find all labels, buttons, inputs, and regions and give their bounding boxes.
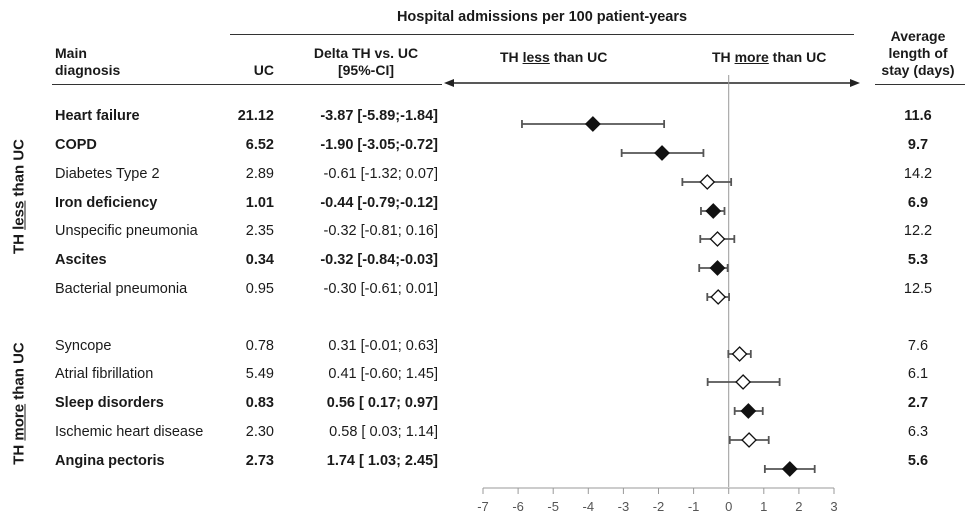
row-uc: 0.34 bbox=[245, 252, 274, 268]
row-diagnosis: Ischemic heart disease bbox=[55, 424, 204, 440]
x-tick-label: -2 bbox=[653, 499, 665, 514]
row-uc: 6.52 bbox=[245, 137, 274, 153]
estimate-marker bbox=[740, 403, 757, 419]
x-tick-label: 1 bbox=[760, 499, 767, 514]
col-delta-line2: [95%-CI] bbox=[337, 62, 394, 78]
row-delta: 0.56 [ 0.17; 0.97] bbox=[326, 395, 438, 411]
estimate-marker bbox=[705, 203, 722, 219]
estimate-marker bbox=[781, 461, 798, 477]
row-delta: 0.41 [-0.60; 1.45] bbox=[328, 366, 438, 382]
x-tick-label: -5 bbox=[547, 499, 559, 514]
row-stay: 14.2 bbox=[903, 166, 933, 182]
row-delta: -0.32 [-0.84;-0.03] bbox=[320, 252, 438, 268]
x-tick-label: -3 bbox=[618, 499, 630, 514]
row-stay: 7.6 bbox=[907, 338, 929, 354]
row-uc: 2.30 bbox=[245, 424, 274, 440]
row-diagnosis: Unspecific pneumonia bbox=[55, 223, 198, 239]
row-stay: 2.7 bbox=[907, 395, 929, 411]
row-diagnosis: Heart failure bbox=[55, 108, 140, 124]
col-delta-line1: Delta TH vs. UC bbox=[313, 45, 419, 61]
estimate-marker bbox=[731, 346, 748, 362]
arrow-head-right bbox=[850, 79, 860, 87]
row-uc: 5.49 bbox=[245, 366, 274, 382]
row-diagnosis: Bacterial pneumonia bbox=[55, 281, 188, 297]
estimate-marker bbox=[654, 145, 670, 161]
x-tick-label: -7 bbox=[477, 499, 489, 514]
row-uc: 0.83 bbox=[245, 395, 274, 411]
x-tick-label: 3 bbox=[830, 499, 837, 514]
x-tick-label: -4 bbox=[583, 499, 595, 514]
col-stay-line3: stay (days) bbox=[881, 62, 955, 78]
x-tick-label: -1 bbox=[688, 499, 700, 514]
arrow-left-label: TH less than UC bbox=[500, 49, 608, 65]
row-diagnosis: Iron deficiency bbox=[55, 195, 158, 211]
row-delta: 1.74 [ 1.03; 2.45] bbox=[326, 453, 438, 469]
estimate-marker bbox=[699, 174, 716, 190]
row-diagnosis: Diabetes Type 2 bbox=[55, 166, 160, 182]
row-delta: -0.61 [-1.32; 0.07] bbox=[323, 166, 438, 182]
row-diagnosis: Sleep disorders bbox=[55, 395, 164, 411]
col-diagnosis-line2: diagnosis bbox=[55, 62, 121, 78]
estimate-marker bbox=[584, 116, 601, 132]
row-uc: 2.73 bbox=[245, 453, 274, 469]
row-delta: -3.87 [-5.89;-1.84] bbox=[320, 108, 438, 124]
col-stay-line1: Average bbox=[890, 28, 946, 44]
col-uc-header: UC bbox=[253, 62, 274, 78]
x-tick-label: 2 bbox=[795, 499, 802, 514]
estimate-marker bbox=[735, 374, 752, 390]
header-rule-right bbox=[875, 84, 965, 85]
row-uc: 1.01 bbox=[245, 195, 274, 211]
arrow-right-label: TH more than UC bbox=[712, 49, 827, 65]
row-uc: 2.89 bbox=[245, 166, 274, 182]
estimate-marker bbox=[709, 260, 726, 276]
row-stay: 12.2 bbox=[903, 223, 933, 239]
row-diagnosis: Ascites bbox=[55, 252, 107, 268]
x-tick-label: -6 bbox=[512, 499, 524, 514]
group-title-rule bbox=[230, 34, 854, 35]
col-diagnosis-line1: Main bbox=[55, 45, 87, 61]
col-stay-line2: length of bbox=[888, 45, 948, 61]
estimate-marker bbox=[741, 432, 757, 448]
row-diagnosis: Angina pectoris bbox=[55, 453, 165, 469]
row-stay: 9.7 bbox=[907, 137, 929, 153]
header-rule-left bbox=[52, 84, 442, 85]
row-uc: 2.35 bbox=[245, 223, 274, 239]
row-stay: 6.1 bbox=[907, 366, 929, 382]
group-title: Hospital admissions per 100 patient-year… bbox=[396, 9, 688, 25]
row-uc: 0.95 bbox=[245, 281, 274, 297]
row-diagnosis: COPD bbox=[55, 137, 97, 153]
row-stay: 11.6 bbox=[904, 108, 932, 124]
row-uc: 21.12 bbox=[237, 108, 274, 124]
row-uc: 0.78 bbox=[245, 338, 274, 354]
row-stay: 6.9 bbox=[907, 195, 929, 211]
row-delta: -0.44 [-0.79;-0.12] bbox=[320, 195, 438, 211]
row-stay: 6.3 bbox=[907, 424, 929, 440]
row-stay: 5.6 bbox=[907, 453, 929, 469]
row-delta: -0.30 [-0.61; 0.01] bbox=[323, 281, 438, 297]
estimate-marker bbox=[710, 289, 727, 305]
row-delta: -0.32 [-0.81; 0.16] bbox=[323, 223, 438, 239]
estimate-marker bbox=[709, 231, 726, 247]
row-delta: -1.90 [-3.05;-0.72] bbox=[320, 137, 438, 153]
row-stay: 12.5 bbox=[903, 281, 933, 297]
x-tick-label: 0 bbox=[725, 499, 732, 514]
row-stay: 5.3 bbox=[907, 252, 929, 268]
arrow-head-left bbox=[444, 79, 454, 87]
row-diagnosis: Atrial fibrillation bbox=[55, 366, 154, 382]
row-delta: 0.31 [-0.01; 0.63] bbox=[328, 338, 438, 354]
row-diagnosis: Syncope bbox=[55, 338, 112, 354]
row-delta: 0.58 [ 0.03; 1.14] bbox=[329, 424, 438, 440]
